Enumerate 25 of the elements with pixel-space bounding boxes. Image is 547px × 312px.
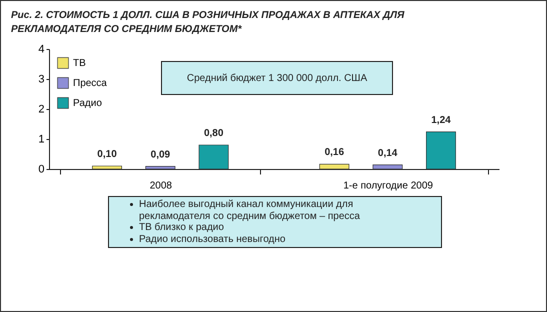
data-label: 0,16 xyxy=(324,147,344,158)
legend-label: Радио xyxy=(73,98,102,109)
bar xyxy=(198,144,229,170)
legend-label: Пресса xyxy=(73,78,108,89)
data-label: 1,24 xyxy=(431,114,452,126)
legend-label: ТВ xyxy=(73,58,86,69)
y-tick-label: 1 xyxy=(38,134,44,146)
y-tick-label: 3 xyxy=(38,74,44,86)
data-label: 0,14 xyxy=(378,148,398,159)
y-tick-label: 0 xyxy=(38,164,44,176)
bar xyxy=(319,164,350,170)
x-tick-label: 1-е полугодие 2009 xyxy=(343,180,434,192)
y-tick-label: 2 xyxy=(38,104,44,116)
x-tick-label: 2008 xyxy=(150,180,172,192)
bar xyxy=(372,164,403,170)
y-tick-label: 4 xyxy=(38,44,44,56)
note-box: Средний бюджет 1 300 000 долл. США xyxy=(161,61,393,95)
bar xyxy=(92,166,122,170)
data-label: 0,10 xyxy=(97,149,118,160)
data-label: 0,80 xyxy=(204,128,224,139)
data-label: 0,09 xyxy=(150,149,171,160)
bar xyxy=(145,166,176,170)
bar xyxy=(426,132,456,170)
note-box: Наиболее выгодный канал коммуникации для рекламодателя со средним бюджетом – пресса ТВ близко к радио Радио использовать невыгодно xyxy=(108,196,442,248)
chart-title: Рис. 2. СТОИМОСТЬ 1 ДОЛЛ. США В РОЗНИЧНЫХ ПРОДАЖАХ В АПТЕКАХ ДЛЯ РЕКЛАМОДАТЕЛЯ СО СРЕДНИМ БЮДЖЕТОМ* xyxy=(11,9,406,37)
